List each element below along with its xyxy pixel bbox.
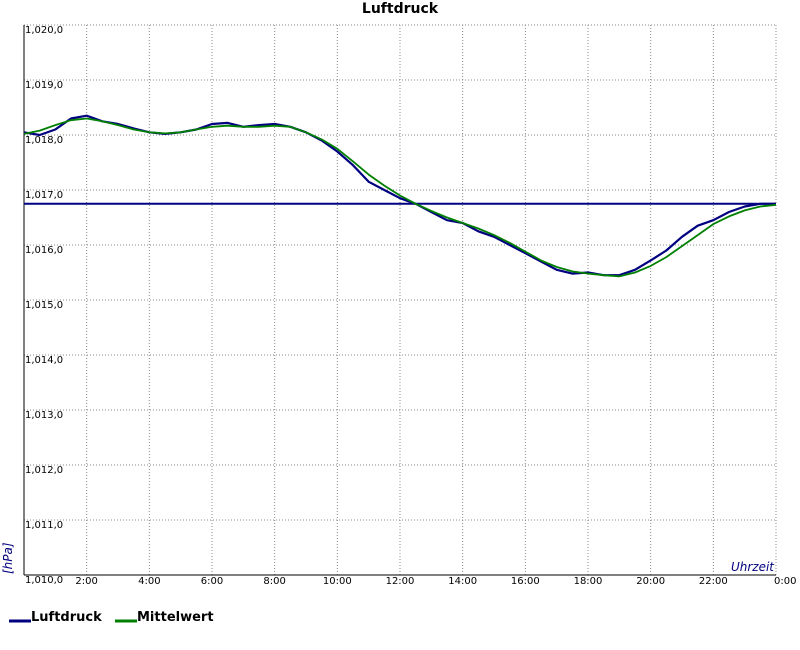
series-layer	[23, 114, 777, 278]
x-tick-label: 8:00	[263, 576, 285, 587]
y-tick-label: 1,012,0	[25, 465, 63, 476]
x-tick-label: 16:00	[511, 576, 540, 587]
y-tick-label: 1,017,0	[25, 190, 63, 201]
y-tick-label: 1,014,0	[25, 355, 63, 366]
x-tick-label: 6:00	[201, 576, 223, 587]
x-tick-label: 22:00	[699, 576, 728, 587]
x-tick-label: 4:00	[138, 576, 160, 587]
legend-label-mittelwert: Mittelwert	[137, 610, 214, 625]
y-tick-label: 1,020,0	[25, 25, 63, 36]
x-tick-label: 14:00	[448, 576, 477, 587]
x-tick-label: 12:00	[386, 576, 415, 587]
legend: Luftdruck Mittelwert	[9, 610, 214, 625]
y-tick-label: 1,015,0	[25, 300, 63, 311]
y-tick-label: 1,010,0	[25, 575, 63, 586]
y-tick-label: 1,011,0	[25, 520, 63, 531]
x-tick-label: 18:00	[574, 576, 603, 587]
legend-label-luftdruck: Luftdruck	[31, 610, 102, 625]
x-axis-title: Uhrzeit	[731, 560, 775, 574]
y-tick-label: 1,018,0	[25, 135, 63, 146]
y-tick-label: 1,019,0	[25, 80, 63, 91]
series-line-mittelwert	[23, 117, 777, 278]
grid	[24, 24, 777, 575]
x-ticks: 2:00 4:00 6:00 8:00 10:00 12:00 14:00 16:00 18:0…	[75, 576, 796, 587]
x-tick-label: 20:00	[636, 576, 665, 587]
x-tick-label: 0:00	[774, 576, 796, 587]
chart-title: Luftdruck	[362, 1, 439, 17]
x-tick-label: 10:00	[323, 576, 352, 587]
y-axis-title: [hPa]	[1, 542, 15, 574]
y-tick-label: 1,016,0	[25, 245, 63, 256]
x-tick-label: 2:00	[75, 576, 97, 587]
y-ticks: 1,010,0 1,011,0 1,012,0 1,013,0 1,014,0 1,015…	[25, 25, 63, 586]
y-tick-label: 1,013,0	[25, 410, 63, 421]
